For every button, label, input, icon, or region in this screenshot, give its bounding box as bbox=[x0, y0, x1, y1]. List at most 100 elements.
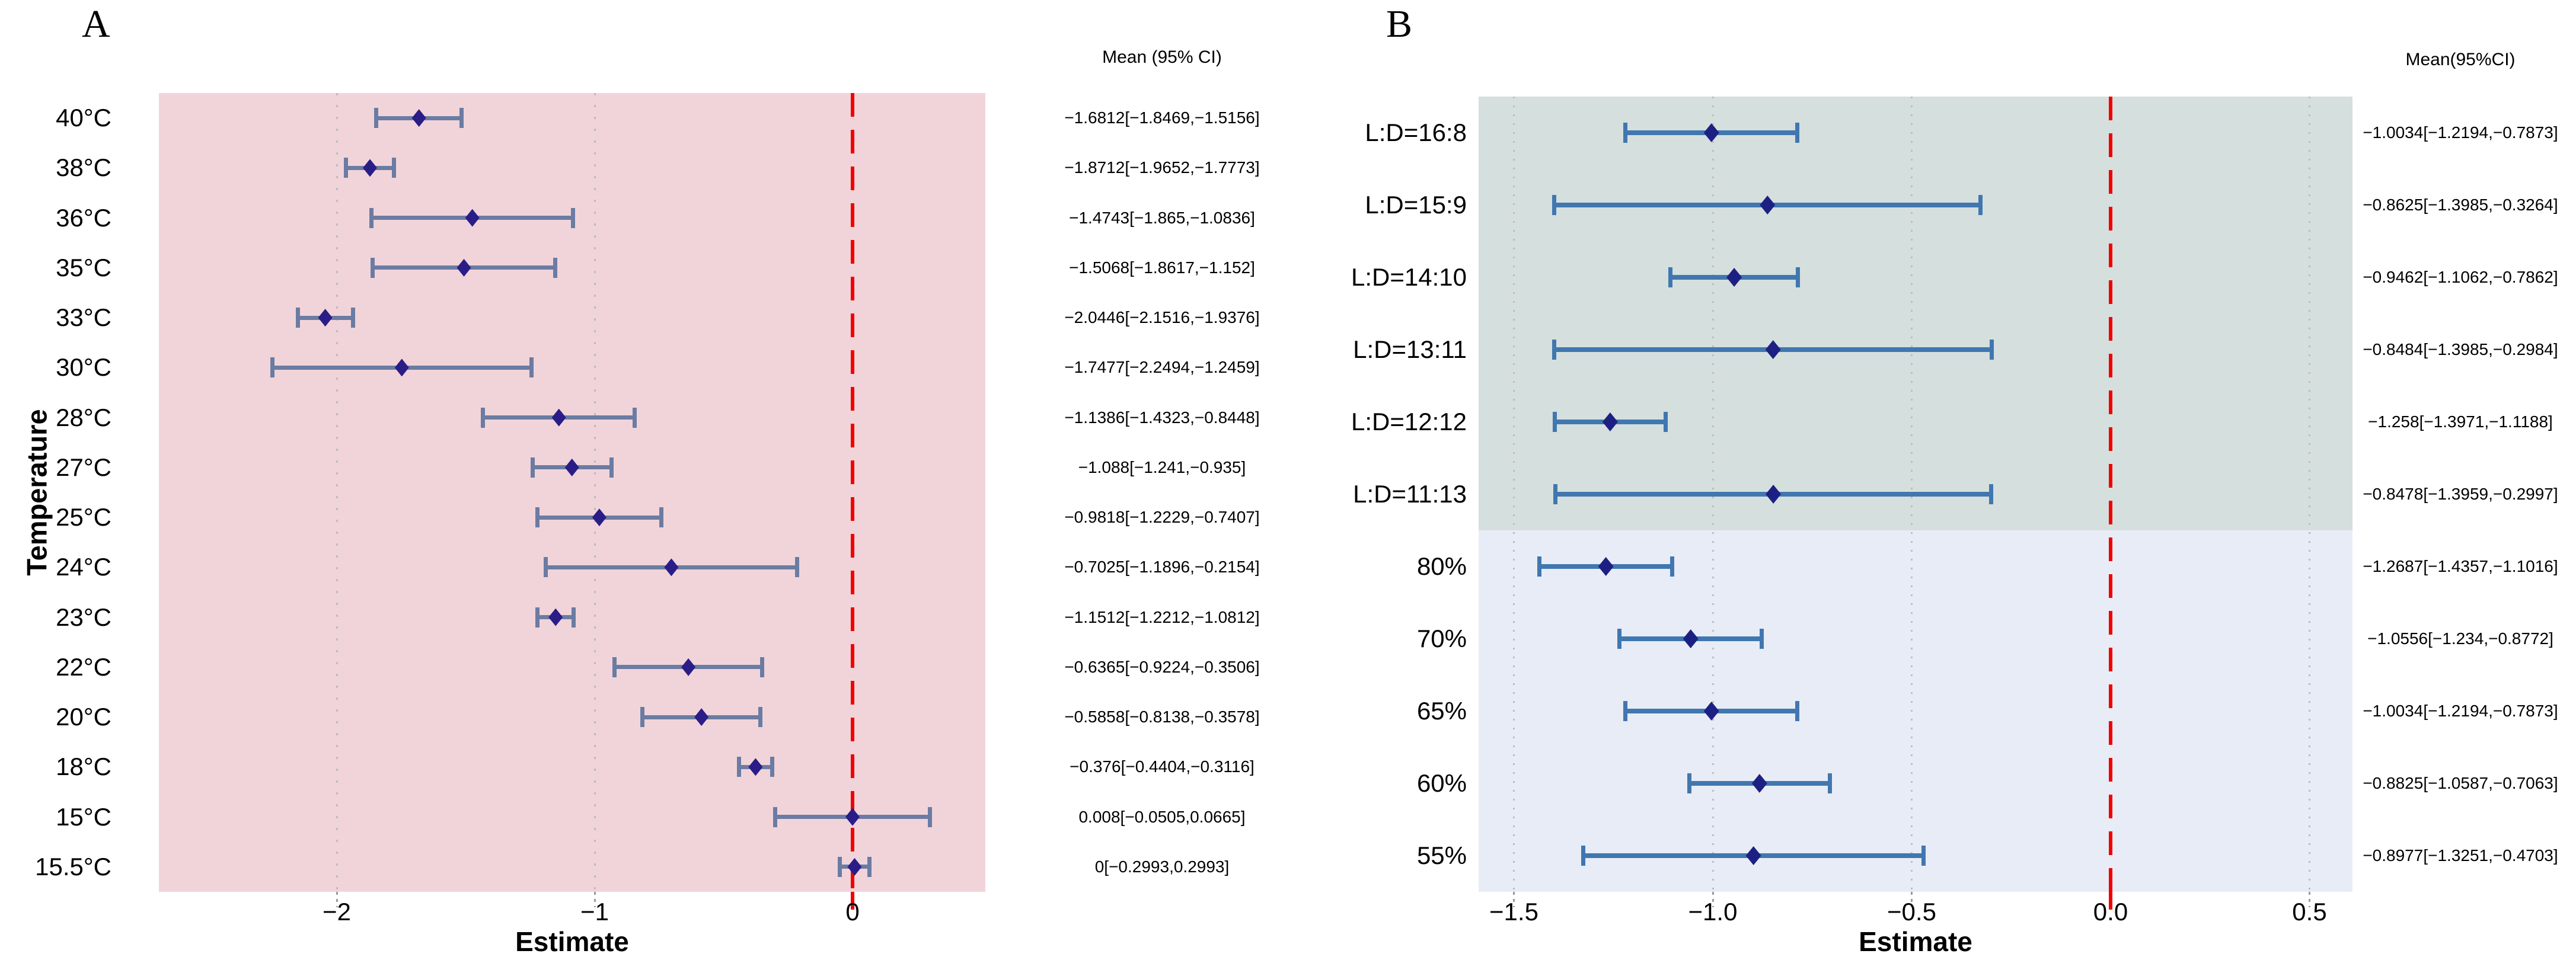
panel-b-x-axis-title: Estimate bbox=[1859, 926, 1972, 957]
ci-value: −0.5858[−0.8138,−0.3578] bbox=[1064, 708, 1260, 726]
tick-mark bbox=[2309, 892, 2310, 907]
x-tick-label: −0.5 bbox=[1887, 898, 1936, 926]
ci-cap bbox=[659, 507, 664, 528]
ci-cap bbox=[529, 357, 534, 378]
row-label: 27°C bbox=[56, 453, 111, 481]
x-tick-label: 0.5 bbox=[2292, 898, 2327, 926]
ci-value: −0.8625[−1.3985,−0.3264] bbox=[2363, 196, 2558, 214]
ci-cap bbox=[1759, 629, 1764, 649]
x-tick-label: 0 bbox=[845, 898, 860, 926]
ci-cap bbox=[633, 407, 637, 428]
row-label: L:D=13:11 bbox=[1353, 335, 1467, 363]
ci-cap bbox=[1623, 701, 1628, 721]
row-label: 35°C bbox=[56, 253, 111, 281]
row-label: 30°C bbox=[56, 353, 111, 382]
ci-cap bbox=[1795, 123, 1800, 143]
zero-reference-line bbox=[851, 93, 854, 892]
row-label: 24°C bbox=[56, 553, 111, 581]
row-label: 20°C bbox=[56, 703, 111, 731]
ci-cap bbox=[1581, 846, 1586, 866]
ci-cap bbox=[553, 257, 558, 278]
ci-cap bbox=[1553, 412, 1557, 432]
ci-value: −0.8478[−1.3959,−0.2997] bbox=[2363, 485, 2558, 503]
ci-value: −1.1512[−1.2212,−1.0812] bbox=[1064, 607, 1260, 626]
ci-value: 0.008[−0.0505,0.0665] bbox=[1078, 807, 1246, 826]
panel-a-x-axis-title: Estimate bbox=[515, 926, 629, 957]
ci-cap bbox=[1668, 267, 1673, 287]
ci-value: −1.1386[−1.4323,−0.8448] bbox=[1064, 408, 1260, 427]
row-label: 36°C bbox=[56, 203, 111, 232]
tick-mark bbox=[1911, 892, 1913, 907]
zero-reference-line bbox=[2109, 97, 2112, 892]
row-label: L:D=16:8 bbox=[1365, 119, 1467, 146]
ci-cap bbox=[1552, 340, 1557, 360]
row-label: 22°C bbox=[56, 652, 111, 681]
ci-value: −0.7025[−1.1896,−0.2154] bbox=[1064, 558, 1260, 577]
x-tick-label: −1.5 bbox=[1489, 898, 1538, 926]
ci-cap bbox=[343, 158, 348, 178]
ci-value: −0.376[−0.4404,−0.3116] bbox=[1070, 757, 1255, 776]
tick-mark bbox=[593, 892, 596, 907]
ci-value: −1.7477[−2.2494,−1.2459] bbox=[1064, 358, 1260, 377]
row-label: 28°C bbox=[56, 403, 111, 431]
ci-value: −1.088[−1.241,−0.935] bbox=[1078, 457, 1246, 476]
row-label: L:D=14:10 bbox=[1351, 263, 1467, 291]
ci-cap bbox=[640, 707, 645, 728]
x-tick-label: −2 bbox=[323, 898, 351, 926]
ci-cap bbox=[1670, 556, 1675, 577]
row-label: L:D=11:13 bbox=[1353, 480, 1467, 508]
ci-cap bbox=[535, 507, 540, 528]
row-label: 55% bbox=[1416, 841, 1467, 869]
panel-b-letter: B bbox=[1386, 2, 1413, 46]
ci-cap bbox=[770, 757, 774, 777]
x-tick-label: −1.0 bbox=[1688, 898, 1738, 926]
ci-value: −2.0446[−2.1516,−1.9376] bbox=[1064, 308, 1260, 327]
ci-value: −0.8825[−1.0587,−0.7063] bbox=[2363, 774, 2558, 792]
tick-mark bbox=[1513, 892, 1515, 907]
ci-cap bbox=[369, 207, 374, 228]
ci-cap bbox=[374, 108, 379, 129]
ci-value: −0.8977[−1.3251,−0.4703] bbox=[2363, 846, 2558, 865]
ci-value: −0.6365[−0.9224,−0.3506] bbox=[1064, 657, 1260, 676]
ci-cap bbox=[571, 207, 576, 228]
row-label: 80% bbox=[1416, 552, 1467, 580]
ci-cap bbox=[295, 308, 300, 328]
ci-cap bbox=[1827, 773, 1832, 793]
row-label: 38°C bbox=[56, 153, 111, 182]
ci-cap bbox=[759, 657, 764, 677]
ci-cap bbox=[1978, 195, 1983, 215]
row-label: L:D=12:12 bbox=[1351, 408, 1467, 436]
panel-a-ci-header: Mean (95% CI) bbox=[1102, 47, 1222, 67]
ci-cap bbox=[530, 457, 535, 478]
ci-cap bbox=[544, 557, 548, 578]
ci-cap bbox=[927, 806, 932, 827]
ci-cap bbox=[773, 806, 778, 827]
ci-value: −1.258[−1.3971,−1.1188] bbox=[2368, 412, 2553, 431]
x-tick-label: 0.0 bbox=[2093, 898, 2128, 926]
tick-mark bbox=[336, 892, 338, 907]
ci-cap bbox=[1663, 412, 1668, 432]
ci-cap bbox=[1537, 556, 1542, 577]
zero-tick-mark bbox=[851, 892, 854, 910]
row-label: 40°C bbox=[56, 104, 111, 132]
ci-cap bbox=[1989, 484, 1994, 504]
grid-line bbox=[593, 93, 596, 892]
ci-cap bbox=[1990, 340, 1994, 360]
panel-b-ci-header: Mean(95%CI) bbox=[2405, 50, 2516, 69]
grid-line bbox=[2309, 97, 2310, 892]
ci-value: −1.2687[−1.4357,−1.1016] bbox=[2363, 557, 2558, 575]
ci-value: −1.8712[−1.9652,−1.7773] bbox=[1064, 158, 1260, 177]
ci-value: −1.0034[−1.2194,−0.7873] bbox=[2363, 123, 2558, 142]
ci-cap bbox=[609, 457, 614, 478]
ci-value: −0.8484[−1.3985,−0.2984] bbox=[2363, 340, 2558, 359]
row-label: 18°C bbox=[56, 753, 111, 781]
ci-value: −1.5068[−1.8617,−1.152] bbox=[1069, 258, 1255, 277]
row-label: 25°C bbox=[56, 503, 111, 532]
bg-region bbox=[1479, 97, 2352, 530]
ci-value: −1.0556[−1.234,−0.8772] bbox=[2367, 629, 2553, 648]
ci-cap bbox=[1795, 267, 1800, 287]
grid-line bbox=[336, 93, 338, 892]
row-label: 33°C bbox=[56, 303, 111, 332]
